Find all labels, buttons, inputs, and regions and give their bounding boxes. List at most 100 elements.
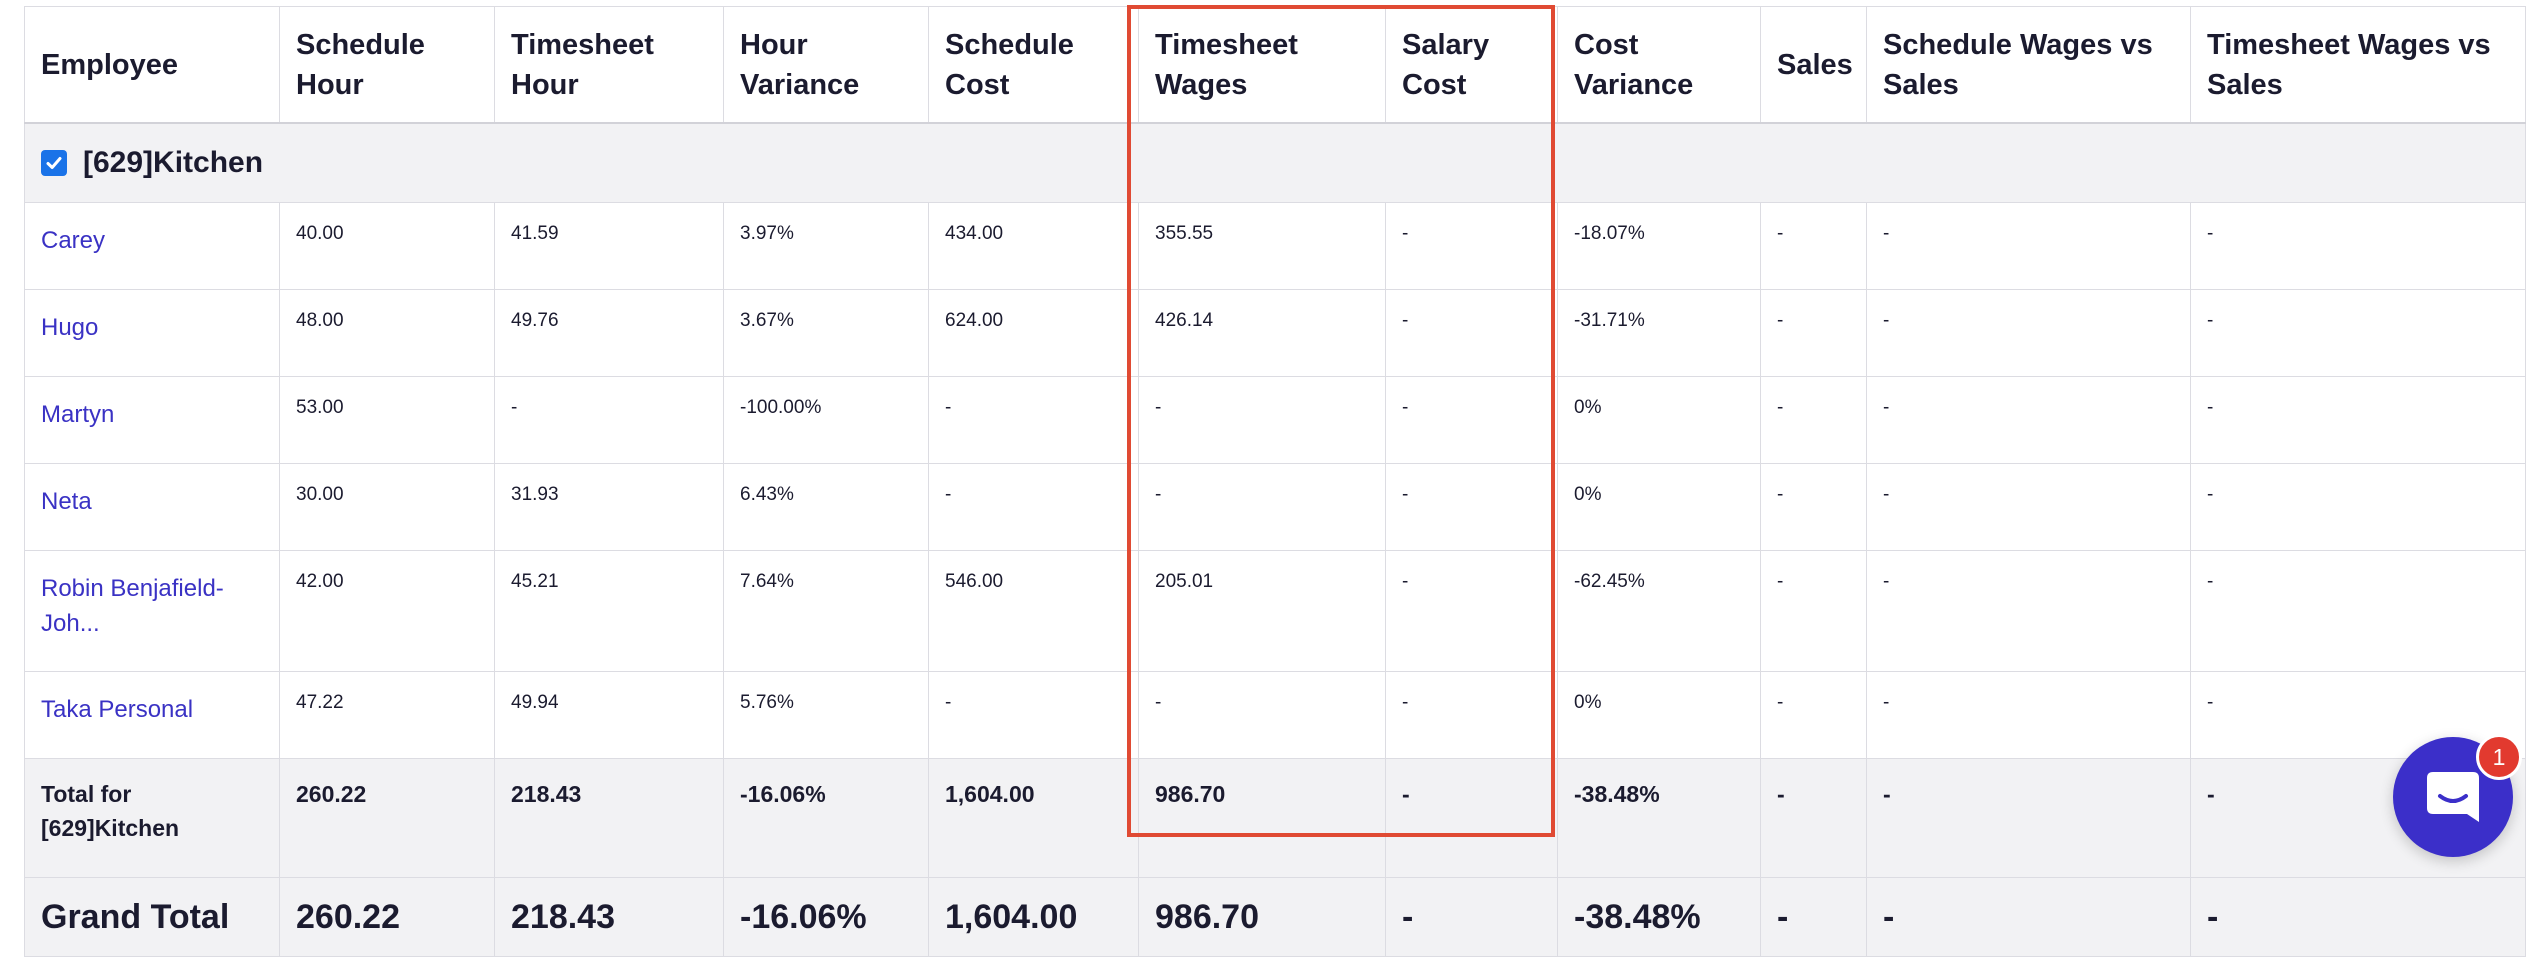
employee-hour-variance-cell: 6.43%	[723, 463, 929, 551]
employee-schedule-wages-vs-sales-cell: -	[1866, 671, 2191, 759]
col-header-schedule-hour[interactable]: Schedule Hour	[279, 6, 495, 124]
grand-total-sales-cell: -	[1760, 877, 1867, 957]
employee-schedule-wages-vs-sales-cell: -	[1866, 463, 2191, 551]
group-total-sales-cell: -	[1760, 758, 1867, 878]
employee-link[interactable]: Carey	[41, 227, 106, 254]
employee-salary-cost-cell: -	[1385, 289, 1558, 377]
employee-cost-variance-cell: -62.45%	[1557, 550, 1761, 672]
col-header-sales[interactable]: Sales	[1760, 6, 1867, 124]
employee-timesheet-hour-cell: 41.59	[494, 202, 724, 290]
employee-timesheet-wages-vs-sales-cell: -	[2190, 550, 2526, 672]
col-header-salary-cost[interactable]: Salary Cost	[1385, 6, 1558, 124]
employee-cell: Carey	[24, 202, 280, 290]
table-row: Carey 40.00 41.59 3.97% 434.00 355.55- -18.07%…	[24, 202, 2526, 290]
employee-link[interactable]: Hugo	[41, 314, 99, 341]
employee-schedule-cost-cell: -	[928, 376, 1139, 464]
employee-schedule-cost-cell: 434.00	[928, 202, 1139, 290]
employee-salary-cost-cell: -	[1385, 376, 1558, 464]
group-total-row: Total for [629]Kitchen 260.22 218.43 -16.06…	[24, 758, 2526, 878]
employee-hour-variance-cell: 3.97%	[723, 202, 929, 290]
col-header-schedule-wages-vs-sales[interactable]: Schedule Wages vs Sales	[1866, 6, 2191, 124]
employee-schedule-cost-cell: -	[928, 671, 1139, 759]
group-total-schedule-cost-cell: 1,604.00	[928, 758, 1139, 878]
col-header-timesheet-wages-vs-sales[interactable]: Timesheet Wages vs Sales	[2190, 6, 2526, 124]
table-row: Robin Benjafield-Joh... 42.00 45.21 7.64% 54…	[24, 550, 2526, 672]
employee-sales-cell: -	[1760, 289, 1867, 377]
col-header-timesheet-wages[interactable]: Timesheet Wages	[1138, 6, 1386, 124]
employee-hour-variance-cell: 5.76%	[723, 671, 929, 759]
employee-salary-cost-cell: -	[1385, 550, 1558, 672]
employee-cell: Taka Personal	[24, 671, 280, 759]
header-row: Employee Schedule Hour Timesheet Hour Ho…	[24, 6, 2526, 124]
employee-schedule-wages-vs-sales-cell: -	[1866, 202, 2191, 290]
employee-hour-variance-cell: 3.67%	[723, 289, 929, 377]
grand-total-hour-variance-cell: -16.06%	[723, 877, 929, 957]
employee-cost-variance-cell: -18.07%	[1557, 202, 1761, 290]
employee-timesheet-hour-cell: 31.93	[494, 463, 724, 551]
group-total-timesheet-wages-cell: 986.70	[1138, 758, 1386, 878]
employee-timesheet-hour-cell: 49.94	[494, 671, 724, 759]
table-row: Taka Personal 47.22 49.94 5.76% - - -0% - - -	[24, 671, 2526, 759]
employee-schedule-cost-cell: 624.00	[928, 289, 1139, 377]
col-header-timesheet-hour[interactable]: Timesheet Hour	[494, 6, 724, 124]
employee-schedule-hour-cell: 48.00	[279, 289, 495, 377]
grand-total-timesheet-wages-vs-sales-cell: -	[2190, 877, 2526, 957]
employee-link[interactable]: Robin Benjafield-Joh...	[41, 575, 224, 637]
labour-report-table: Employee Schedule Hour Timesheet Hour Ho…	[24, 6, 2526, 957]
employee-cost-variance-cell: 0%	[1557, 463, 1761, 551]
employee-sales-cell: -	[1760, 376, 1867, 464]
employee-cost-variance-cell: 0%	[1557, 376, 1761, 464]
employee-timesheet-wages-cell: -	[1138, 376, 1386, 464]
group-checkbox[interactable]	[41, 150, 67, 176]
notification-badge: 1	[2476, 734, 2522, 780]
employee-timesheet-wages-cell: 426.14	[1138, 289, 1386, 377]
col-header-hour-variance[interactable]: Hour Variance	[723, 6, 929, 124]
group-label: [629]Kitchen	[83, 146, 264, 179]
employee-salary-cost-cell: -	[1385, 671, 1558, 759]
table-row: Martyn 53.00- -100.00% - - -0% - - -	[24, 376, 2526, 464]
employee-timesheet-wages-cell: 355.55	[1138, 202, 1386, 290]
employee-schedule-hour-cell: 30.00	[279, 463, 495, 551]
employee-sales-cell: -	[1760, 463, 1867, 551]
employee-schedule-wages-vs-sales-cell: -	[1866, 289, 2191, 377]
grand-total-label: Grand Total	[24, 877, 280, 957]
table-row: Hugo 48.00 49.76 3.67% 624.00 426.14- -31.71% -…	[24, 289, 2526, 377]
chat-bubble-icon	[2427, 772, 2479, 822]
employee-schedule-wages-vs-sales-cell: -	[1866, 376, 2191, 464]
group-total-salary-cost-cell: -	[1385, 758, 1558, 878]
employee-timesheet-wages-vs-sales-cell: -	[2190, 376, 2526, 464]
group-total-timesheet-hour-cell: 218.43	[494, 758, 724, 878]
employee-timesheet-wages-vs-sales-cell: -	[2190, 289, 2526, 377]
employee-timesheet-wages-vs-sales-cell: -	[2190, 463, 2526, 551]
grand-total-salary-cost-cell: -	[1385, 877, 1558, 957]
employee-timesheet-wages-vs-sales-cell: -	[2190, 202, 2526, 290]
employee-sales-cell: -	[1760, 202, 1867, 290]
employee-hour-variance-cell: -100.00%	[723, 376, 929, 464]
grand-total-timesheet-hour-cell: 218.43	[494, 877, 724, 957]
employee-timesheet-hour-cell: -	[494, 376, 724, 464]
employee-timesheet-wages-cell: 205.01	[1138, 550, 1386, 672]
employee-schedule-hour-cell: 47.22	[279, 671, 495, 759]
table-row: Neta 30.00 31.93 6.43% - - -0% - - -	[24, 463, 2526, 551]
group-total-hour-variance-cell: -16.06%	[723, 758, 929, 878]
employee-link[interactable]: Neta	[41, 488, 92, 515]
group-row: [629]Kitchen	[24, 122, 2526, 203]
employee-cell: Neta	[24, 463, 280, 551]
employee-timesheet-wages-cell: -	[1138, 671, 1386, 759]
col-header-schedule-cost[interactable]: Schedule Cost	[928, 6, 1139, 124]
group-total-label: Total for [629]Kitchen	[24, 758, 280, 878]
col-header-cost-variance[interactable]: Cost Variance	[1557, 6, 1761, 124]
grand-total-schedule-hour-cell: 260.22	[279, 877, 495, 957]
employee-sales-cell: -	[1760, 550, 1867, 672]
employee-salary-cost-cell: -	[1385, 463, 1558, 551]
employee-schedule-hour-cell: 53.00	[279, 376, 495, 464]
employee-cell: Hugo	[24, 289, 280, 377]
employee-timesheet-wages-cell: -	[1138, 463, 1386, 551]
grand-total-schedule-wages-vs-sales-cell: -	[1866, 877, 2191, 957]
grand-total-timesheet-wages-cell: 986.70	[1138, 877, 1386, 957]
employee-cell: Robin Benjafield-Joh...	[24, 550, 280, 672]
col-header-employee[interactable]: Employee	[24, 6, 280, 124]
employee-link[interactable]: Taka Personal	[41, 696, 194, 723]
grand-total-schedule-cost-cell: 1,604.00	[928, 877, 1139, 957]
employee-link[interactable]: Martyn	[41, 401, 115, 428]
